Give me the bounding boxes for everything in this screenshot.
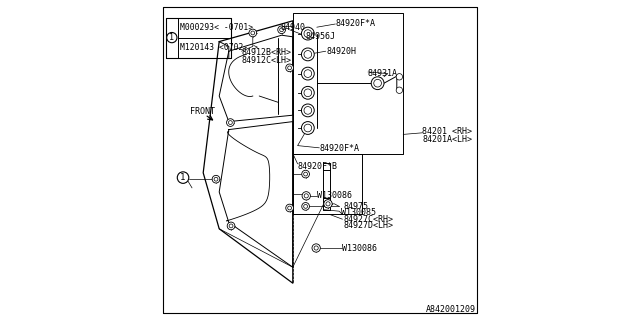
Text: 1: 1 (170, 33, 174, 42)
Text: 84201 <RH>: 84201 <RH> (422, 127, 472, 136)
Text: 84927D<LH>: 84927D<LH> (343, 221, 393, 230)
Circle shape (227, 222, 235, 230)
Text: 84940: 84940 (280, 23, 305, 32)
Text: A842001209: A842001209 (426, 305, 476, 314)
Text: 84912C<LH>: 84912C<LH> (242, 56, 292, 65)
Text: 84931A: 84931A (368, 69, 398, 78)
Text: 84956J: 84956J (306, 32, 335, 41)
Text: 84920F*A: 84920F*A (335, 20, 375, 28)
Circle shape (301, 104, 314, 117)
Circle shape (396, 87, 403, 93)
Circle shape (302, 170, 310, 178)
Circle shape (212, 175, 220, 183)
Text: M000293< -0701>: M000293< -0701> (180, 23, 253, 32)
Text: W130085: W130085 (340, 208, 376, 217)
Circle shape (286, 204, 293, 212)
Circle shape (302, 203, 310, 210)
Text: 1: 1 (180, 173, 186, 182)
Circle shape (301, 48, 314, 61)
Text: 84201A<LH>: 84201A<LH> (422, 135, 472, 144)
Text: 84912B<RH>: 84912B<RH> (242, 48, 292, 57)
Text: 84927C<RH>: 84927C<RH> (343, 215, 393, 224)
Circle shape (286, 64, 293, 72)
Circle shape (166, 33, 177, 43)
Circle shape (249, 29, 257, 37)
Circle shape (301, 27, 314, 40)
Circle shape (324, 200, 332, 208)
Circle shape (177, 172, 189, 183)
Text: W130086: W130086 (317, 191, 352, 200)
Circle shape (301, 67, 314, 80)
Text: M120143 <0702- >: M120143 <0702- > (180, 43, 258, 52)
Circle shape (301, 86, 314, 99)
Circle shape (396, 74, 403, 80)
Text: FRONT: FRONT (191, 108, 216, 116)
Circle shape (371, 77, 384, 90)
Text: 84920F*B: 84920F*B (298, 162, 338, 171)
Circle shape (301, 122, 314, 134)
Circle shape (302, 192, 310, 200)
Circle shape (278, 26, 285, 34)
Text: 84920F*A: 84920F*A (319, 144, 360, 153)
Text: W130086: W130086 (342, 244, 377, 253)
Circle shape (324, 200, 332, 208)
Text: 84975: 84975 (343, 202, 368, 211)
Circle shape (227, 119, 234, 126)
Circle shape (312, 244, 321, 252)
Text: 84920H: 84920H (326, 47, 356, 56)
